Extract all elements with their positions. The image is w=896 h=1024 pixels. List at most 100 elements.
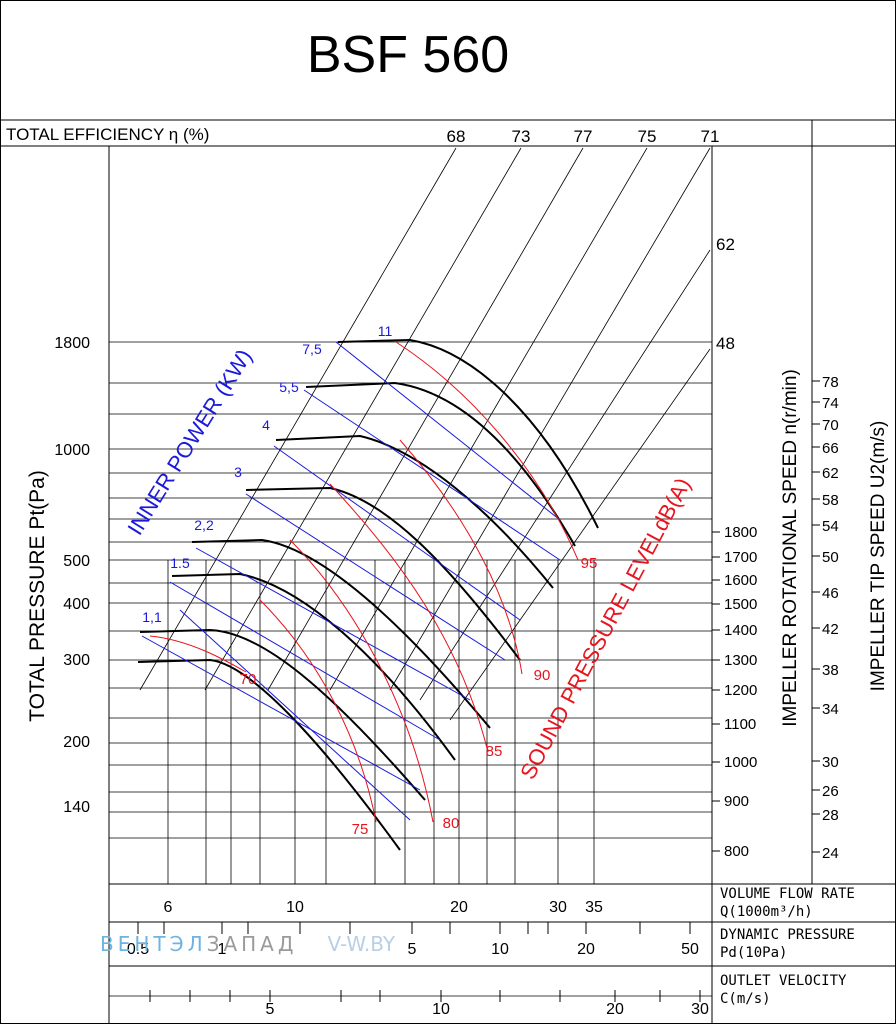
speed-tick: 1800 xyxy=(724,524,757,541)
sound-line xyxy=(259,599,377,823)
sound-line xyxy=(395,341,579,561)
efficiency-line xyxy=(389,147,711,691)
dynamic-axis-unit: Pd(10Pa) xyxy=(720,945,787,961)
flow-tick: 6 xyxy=(164,899,173,916)
dynamic-tick: 20 xyxy=(577,941,595,958)
power-line xyxy=(195,547,471,701)
sound-value: 85 xyxy=(486,743,503,760)
power-value: 3 xyxy=(234,464,242,480)
pressure-tick: 1000 xyxy=(54,442,90,459)
dynamic-tick: 5 xyxy=(408,941,417,958)
tip-speed-tick: 50 xyxy=(822,549,839,566)
efficiency-value: 75 xyxy=(638,127,657,146)
speed-tick: 1300 xyxy=(724,652,757,669)
sound-line xyxy=(149,635,247,673)
speed-tick: 1100 xyxy=(724,716,756,733)
pressure-curve xyxy=(139,628,426,801)
pressure-curve xyxy=(275,434,554,589)
pressure-tick: 500 xyxy=(63,553,90,570)
chart-title: BSF 560 xyxy=(307,26,509,84)
efficiency-value: 68 xyxy=(447,127,466,146)
power-line xyxy=(179,609,411,821)
efficiency-line xyxy=(329,147,648,691)
pressure-axis-label: TOTAL PRESSURE Pt(Pa) xyxy=(26,470,49,722)
speed-tick: 1600 xyxy=(724,572,757,589)
speed-tick: 900 xyxy=(724,793,749,810)
efficiency-line xyxy=(204,147,522,691)
efficiency-value: 77 xyxy=(574,127,593,146)
efficiency-lines xyxy=(139,147,711,721)
velocity-tick: 10 xyxy=(432,1001,450,1018)
tip-speed-tick: 30 xyxy=(822,754,839,771)
pressure-curve xyxy=(137,658,401,851)
dynamic-tick: 0.5 xyxy=(127,941,149,958)
sound-pressure-label: SOUND PRESSURE LEVELdB(A) xyxy=(515,474,695,784)
dynamic-tick: 10 xyxy=(491,941,509,958)
power-line xyxy=(169,581,441,741)
power-value: 2,2 xyxy=(194,517,214,533)
tip-speed-tick: 34 xyxy=(822,701,839,718)
sound-value: 90 xyxy=(534,667,551,684)
axis-ticks xyxy=(137,380,820,1002)
power-value: 7,5 xyxy=(302,341,322,357)
efficiency-label: TOTAL EFFICIENCY η (%) xyxy=(6,125,209,144)
pressure-curve xyxy=(171,572,456,761)
efficiency-value: 71 xyxy=(701,127,720,146)
efficiency-value: 62 xyxy=(716,235,735,254)
pressure-tick: 200 xyxy=(63,734,90,751)
flow-tick: 30 xyxy=(549,899,567,916)
tip-speed-tick: 54 xyxy=(822,518,839,535)
sound-line xyxy=(289,539,434,823)
dynamic-tick: 1 xyxy=(218,941,227,958)
tip-speed-tick: 70 xyxy=(822,417,839,434)
sound-line xyxy=(329,483,489,753)
efficiency-value: 73 xyxy=(512,127,531,146)
flow-tick: 35 xyxy=(585,899,603,916)
speed-tick: 800 xyxy=(724,843,749,860)
speed-tick: 1500 xyxy=(724,596,757,613)
speed-tick: 1200 xyxy=(724,682,757,699)
power-value: 5,5 xyxy=(279,379,299,395)
tip-speed-tick: 46 xyxy=(822,585,839,602)
pressure-curve xyxy=(191,538,491,729)
power-line xyxy=(335,341,561,521)
dynamic-tick: 50 xyxy=(681,941,699,958)
sound-line xyxy=(399,439,523,675)
efficiency-line xyxy=(139,147,457,691)
power-line xyxy=(273,445,521,621)
tip-speed-tick: 78 xyxy=(822,374,839,391)
power-line xyxy=(245,493,506,661)
tip-speed-tick: 74 xyxy=(822,395,839,412)
power-line xyxy=(303,389,561,561)
power-value: 4 xyxy=(262,417,270,433)
efficiency-line xyxy=(267,147,584,691)
watermark-part: V-W.BY xyxy=(327,932,396,956)
pressure-tick: 140 xyxy=(63,799,90,816)
flow-axis-label: VOLUME FLOW RATE xyxy=(720,886,855,902)
speed-tick: 1700 xyxy=(724,549,757,566)
velocity-axis-unit: C(m/s) xyxy=(720,991,771,1007)
tip-speed-tick: 26 xyxy=(822,783,839,800)
velocity-tick: 20 xyxy=(606,1001,624,1018)
pressure-curve xyxy=(245,486,521,661)
pressure-tick: 400 xyxy=(63,596,90,613)
tip-speed-tick: 28 xyxy=(822,807,839,824)
power-line xyxy=(141,635,421,791)
power-value: 1.5 xyxy=(170,555,190,571)
speed-tick: 1400 xyxy=(724,622,757,639)
pressure-tick: 300 xyxy=(63,652,90,669)
speed-tick: 1000 xyxy=(724,754,757,771)
tip-speed-tick: 66 xyxy=(822,440,839,457)
sound-value: 95 xyxy=(581,555,598,572)
velocity-tick: 5 xyxy=(266,1001,275,1018)
tip-speed-tick: 62 xyxy=(822,465,839,482)
efficiency-line xyxy=(419,249,711,701)
flow-tick: 20 xyxy=(450,899,468,916)
watermark: ВЕНТЭЛЗАПАД V-W.BY xyxy=(100,932,395,956)
tip-speed-tick: 24 xyxy=(822,845,839,862)
tip-speed-tick: 58 xyxy=(822,492,839,509)
dynamic-axis-label: DYNAMIC PRESSURE xyxy=(720,927,855,943)
flow-axis-unit: Q(1000m³/h) xyxy=(720,904,813,920)
tip-speed-tick: 42 xyxy=(822,621,839,638)
